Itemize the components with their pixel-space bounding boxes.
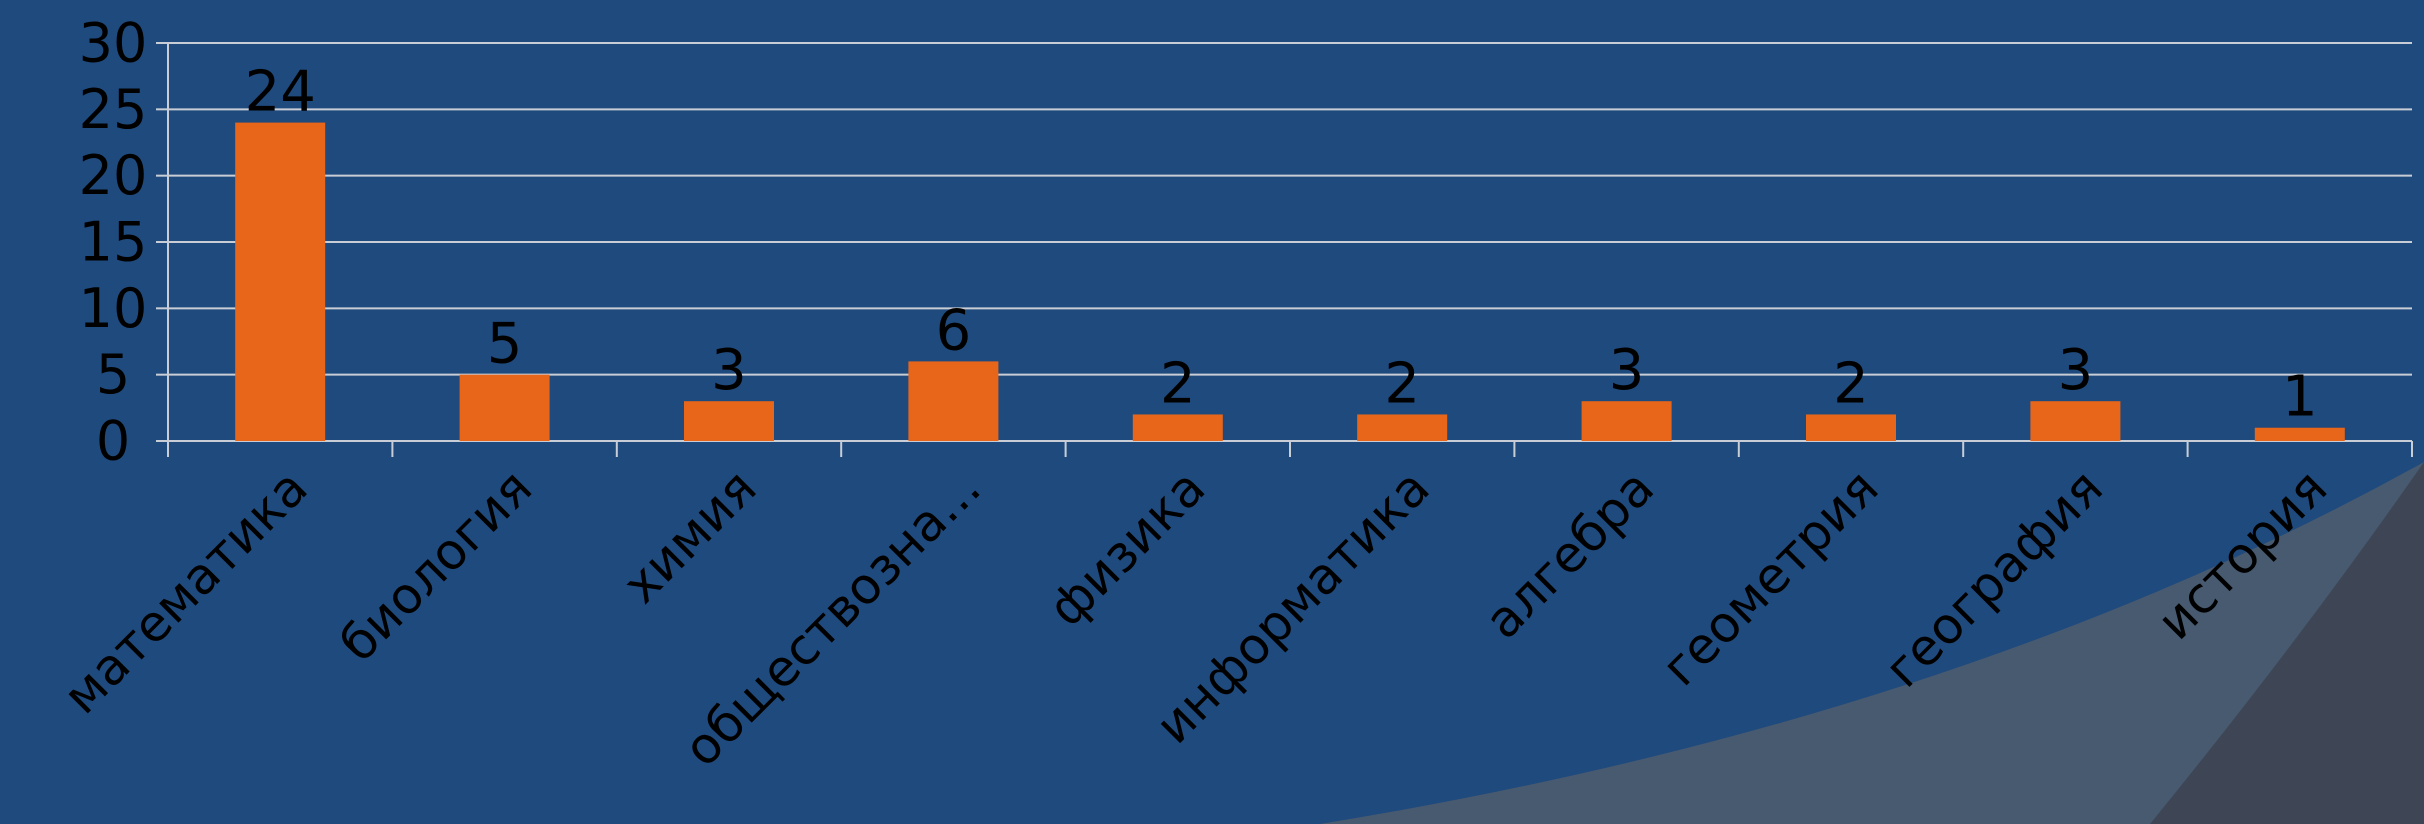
y-tick-label: 20 — [79, 144, 148, 207]
data-label: 24 — [245, 60, 316, 125]
data-labels: 24 5 3 6 2 2 3 2 3 1 — [245, 60, 2318, 430]
data-label: 3 — [2058, 338, 2094, 403]
bar — [2254, 427, 2345, 441]
data-label: 2 — [1160, 351, 1196, 416]
data-label: 2 — [1833, 351, 1869, 416]
bar — [684, 401, 774, 441]
bar — [2030, 401, 2121, 441]
bar — [1357, 414, 1448, 441]
y-tick-label: 10 — [79, 277, 148, 340]
y-tick-label: 30 — [79, 12, 148, 75]
bar — [1581, 401, 1672, 441]
data-label: 6 — [936, 298, 972, 363]
data-label: 3 — [1609, 338, 1645, 403]
y-tick-label: 5 — [96, 343, 130, 406]
data-label: 2 — [1384, 351, 1420, 416]
data-label: 3 — [711, 338, 747, 403]
data-label: 5 — [487, 312, 523, 377]
bars — [235, 122, 2345, 441]
bar — [459, 374, 550, 441]
y-tick-label: 15 — [79, 211, 148, 274]
y-tick-label: 0 — [96, 410, 130, 473]
bar — [1132, 414, 1223, 441]
bar — [235, 122, 326, 441]
bar — [1806, 414, 1896, 441]
bar — [908, 361, 999, 441]
corner-shape-light — [1320, 462, 2424, 824]
data-label: 1 — [2282, 365, 2318, 430]
corner-overlay — [1320, 462, 2424, 824]
corner-shape-dark — [2150, 462, 2424, 824]
y-tick-label: 25 — [79, 78, 148, 141]
